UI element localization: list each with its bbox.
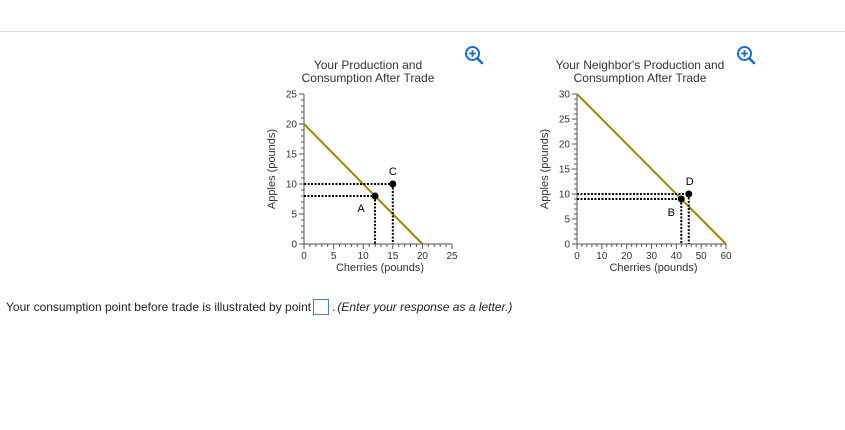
chart-2-zoom-button[interactable] — [736, 45, 756, 65]
chart-1-title: Your Production and Consumption After Tr… — [268, 59, 468, 85]
chart-2-title-line2: Consumption After Trade — [573, 71, 707, 85]
point-label-d: D — [686, 176, 694, 188]
y-tick-label: 0 — [564, 240, 570, 251]
chart-1-zoom-button[interactable] — [464, 45, 484, 65]
x-tick-label: 5 — [331, 251, 337, 262]
chart-2-title-line1: Your Neighbor's Production and — [555, 58, 725, 72]
x-tick-label: 0 — [574, 251, 580, 262]
ppf-line — [303, 123, 424, 245]
x-tick-label: 10 — [596, 251, 608, 262]
point-label-c: C — [389, 166, 397, 178]
y-axis-title: Apples (pounds) — [539, 129, 551, 209]
point-d — [685, 190, 693, 198]
zoom-in-icon — [737, 46, 756, 65]
x-tick-label: 0 — [301, 251, 307, 262]
question-prompt: Your consumption point before trade is i… — [6, 300, 312, 314]
x-tick-label: 15 — [387, 251, 399, 262]
point-b — [677, 195, 685, 203]
chart-1-title-line2: Consumption After Trade — [301, 71, 435, 85]
y-tick-label: 25 — [286, 90, 298, 101]
y-tick-label: 10 — [559, 190, 571, 201]
x-tick-label: 25 — [446, 251, 458, 262]
y-tick-label: 20 — [559, 140, 571, 151]
point-c — [389, 180, 397, 188]
chart-2-title: Your Neighbor's Production and Consumpti… — [540, 59, 740, 85]
x-tick-label: 30 — [646, 251, 658, 262]
chart-2: 0 10 20 30 40 50 60 0 5 10 15 20 25 30 Cherries (pound… — [539, 90, 732, 275]
answer-input[interactable] — [313, 299, 330, 315]
period: . — [332, 300, 336, 314]
chart-1-svg: 0 5 10 15 20 25 0 5 10 15 20 25 Cherries (pounds) App… — [266, 90, 458, 275]
ppf-line — [576, 93, 727, 245]
question-hint: (Enter your response as a letter.) — [337, 300, 513, 314]
y-tick-label: 20 — [286, 120, 298, 131]
point-a — [371, 192, 379, 200]
y-tick-label: 5 — [291, 210, 297, 221]
y-tick-label: 15 — [286, 150, 298, 161]
chart-1-title-line1: Your Production and — [313, 58, 423, 72]
y-tick-label: 15 — [559, 165, 571, 176]
y-tick-label: 10 — [286, 180, 298, 191]
top-divider — [0, 31, 845, 32]
y-axis-title: Apples (pounds) — [266, 129, 278, 209]
x-tick-label: 50 — [696, 251, 708, 262]
y-tick-label: 30 — [559, 90, 571, 101]
x-tick-label: 60 — [720, 251, 732, 262]
point-label-b: B — [668, 207, 675, 219]
question-row: Your consumption point before trade is i… — [6, 298, 512, 316]
x-axis-title: Cherries (pounds) — [336, 262, 424, 274]
x-axis-title: Cherries (pounds) — [609, 262, 697, 274]
y-tick-label: 5 — [564, 215, 570, 226]
x-tick-label: 20 — [621, 251, 633, 262]
x-tick-label: 40 — [671, 251, 683, 262]
y-tick-label: 25 — [559, 115, 571, 126]
zoom-in-icon — [465, 46, 484, 65]
y-tick-label: 0 — [291, 240, 297, 251]
x-tick-label: 20 — [417, 251, 429, 262]
point-label-a: A — [357, 203, 365, 215]
chart-1: 0 5 10 15 20 25 0 5 10 15 20 25 Cherries (pounds) App… — [266, 90, 458, 275]
x-tick-label: 10 — [358, 251, 370, 262]
